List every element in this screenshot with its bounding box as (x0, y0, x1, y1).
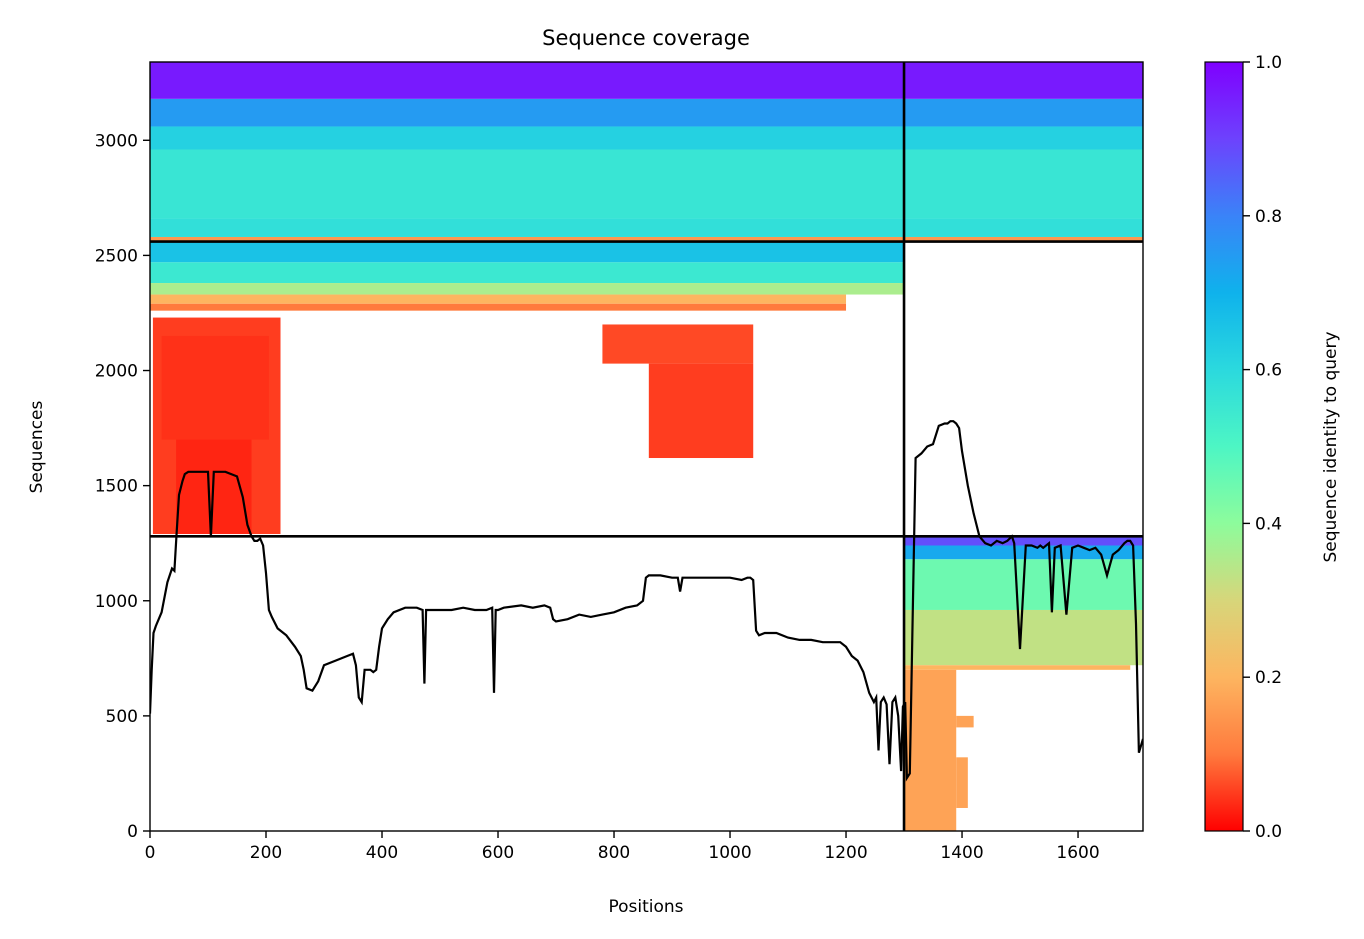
x-tick-label: 1200 (824, 843, 867, 863)
x-tick-label: 600 (482, 843, 514, 863)
coverage-block (904, 536, 1143, 546)
coverage-block (602, 324, 754, 364)
y-tick-label: 0 (127, 822, 138, 842)
coverage-block (904, 98, 1143, 127)
x-axis-label: Positions (608, 897, 683, 917)
coverage-block (150, 241, 905, 263)
coverage-block (150, 218, 905, 237)
coverage-block (150, 236, 905, 242)
colorbar-tick-label: 0.2 (1255, 668, 1282, 688)
x-tick-label: 400 (366, 843, 398, 863)
coverage-block (904, 669, 957, 831)
coverage-block (904, 609, 1143, 666)
colorbar-tick-label: 0.4 (1255, 514, 1282, 534)
coverage-block (956, 757, 968, 808)
colorbar-tick-label: 1.0 (1255, 53, 1282, 73)
coverage-block (150, 262, 905, 284)
plot-frame (149, 61, 1144, 832)
coverage-block (150, 149, 905, 219)
colorbar-tick-label: 0.0 (1255, 822, 1282, 842)
y-tick-label: 1000 (95, 592, 138, 612)
y-tick-label: 2000 (95, 362, 138, 382)
y-tick-label: 2500 (95, 246, 138, 266)
x-tick-label: 200 (250, 843, 282, 863)
coverage-block (904, 665, 1131, 670)
x-tick-label: 1400 (940, 843, 983, 863)
colorbar-ticks: 0.0 0.2 0.4 0.6 0.8 1.0 (1243, 53, 1282, 842)
colorbar-tick-label: 0.8 (1255, 207, 1282, 227)
coverage-block (956, 715, 974, 728)
coverage-block (150, 283, 905, 295)
coverage-block (904, 149, 1143, 219)
coverage-block (648, 363, 754, 459)
coverage-block (904, 545, 1143, 560)
coverage-heatmap (150, 62, 1143, 831)
x-axis: 0 200 400 600 800 1000 1200 1400 1600 (145, 831, 1100, 863)
coverage-line (150, 420, 1143, 782)
coverage-block (904, 218, 1143, 237)
coverage-block (150, 126, 905, 150)
y-tick-label: 500 (106, 707, 138, 727)
colorbar (1204, 61, 1244, 832)
coverage-block (904, 236, 1143, 242)
x-tick-label: 1600 (1056, 843, 1099, 863)
coverage-block (150, 303, 847, 311)
coverage-block (161, 335, 269, 440)
coverage-block (904, 126, 1143, 150)
y-axis-label: Sequences (27, 401, 47, 494)
coverage-block (150, 294, 847, 304)
colorbar-label: Sequence identity to query (1321, 331, 1341, 562)
x-tick-label: 1000 (708, 843, 751, 863)
colorbar-tick-label: 0.6 (1255, 361, 1282, 381)
coverage-block (150, 62, 905, 99)
y-tick-label: 3000 (95, 131, 138, 151)
x-tick-label: 800 (598, 843, 630, 863)
y-tick-label: 1500 (95, 477, 138, 497)
coverage-block (150, 98, 905, 127)
chart-title: Sequence coverage (542, 26, 750, 50)
coverage-block (904, 62, 1143, 99)
y-axis: 0 500 1000 1500 2000 2500 3000 (95, 131, 150, 842)
x-tick-label: 0 (145, 843, 156, 863)
